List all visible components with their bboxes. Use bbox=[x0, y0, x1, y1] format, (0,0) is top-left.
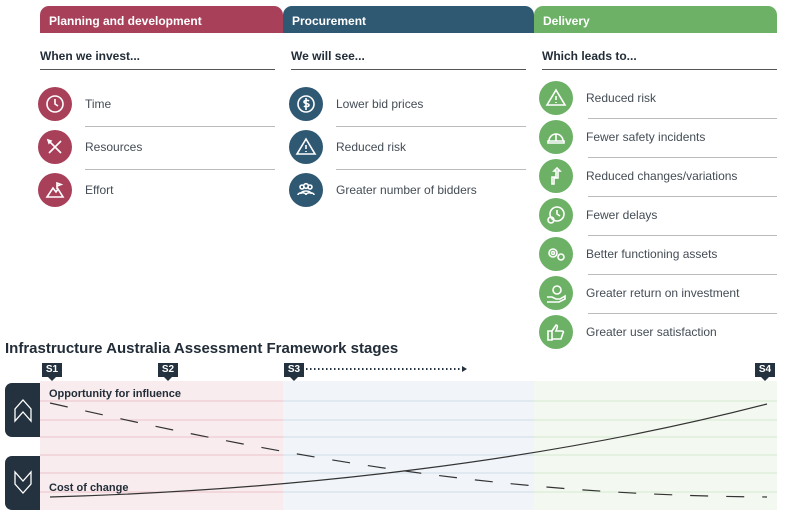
item-label: Reduced risk bbox=[336, 140, 407, 154]
sub-planning: When we invest... bbox=[40, 49, 275, 70]
mountain-flag-icon bbox=[38, 173, 72, 207]
header-delivery: Delivery bbox=[534, 6, 777, 33]
header-planning: Planning and development bbox=[40, 6, 283, 33]
item-label: Greater return on investment bbox=[586, 286, 740, 300]
people-icon bbox=[289, 173, 323, 207]
thumbs-up-icon bbox=[539, 315, 573, 349]
opportunity-tab bbox=[5, 383, 40, 437]
opportunity-curve bbox=[49, 402, 768, 498]
clock-icon bbox=[38, 87, 72, 121]
list-item: Resources bbox=[38, 127, 142, 167]
divider bbox=[85, 168, 275, 170]
item-label: Time bbox=[85, 97, 112, 111]
list-item: Better functioning assets bbox=[539, 234, 717, 274]
list-item: Effort bbox=[38, 170, 113, 210]
sub-delivery: Which leads to... bbox=[542, 49, 777, 70]
list-item: Time bbox=[38, 84, 111, 124]
list-item: Greater return on investment bbox=[539, 273, 739, 313]
stage-s4: S4 bbox=[755, 363, 775, 381]
chevron-down-icon bbox=[13, 470, 32, 494]
list-item: Greater user satisfaction bbox=[539, 312, 717, 352]
divider bbox=[588, 117, 777, 119]
item-label: Fewer delays bbox=[586, 208, 658, 222]
item-label: Lower bid prices bbox=[336, 97, 424, 111]
list-item: Reduced changes/variations bbox=[539, 156, 737, 196]
stage-s2: S2 bbox=[158, 363, 178, 381]
divider bbox=[588, 273, 777, 275]
sub-procurement: We will see... bbox=[291, 49, 526, 70]
divider bbox=[588, 156, 777, 158]
divider bbox=[588, 312, 777, 314]
divider bbox=[85, 125, 275, 127]
item-label: Resources bbox=[85, 140, 143, 154]
clock-alert-icon bbox=[539, 198, 573, 232]
chevron-up-icon bbox=[13, 399, 32, 423]
region-procurement bbox=[283, 381, 534, 510]
item-label: Better functioning assets bbox=[586, 247, 718, 261]
tools-icon bbox=[38, 130, 72, 164]
stage-s3: S3 bbox=[284, 363, 304, 381]
divider bbox=[336, 168, 526, 170]
stage-s1: S1 bbox=[42, 363, 62, 381]
cost-curve bbox=[49, 403, 768, 498]
item-label: Reduced changes/variations bbox=[586, 169, 738, 183]
item-label: Fewer safety incidents bbox=[586, 130, 706, 144]
item-label: Greater user satisfaction bbox=[586, 325, 717, 339]
list-item: Reduced risk bbox=[539, 78, 656, 118]
list-item: Reduced risk bbox=[289, 127, 406, 167]
framework-title: Infrastructure Australia Assessment Fram… bbox=[5, 340, 399, 357]
list-item: Greater number of bidders bbox=[289, 170, 477, 210]
money-hand-icon bbox=[539, 276, 573, 310]
dollar-icon bbox=[289, 87, 323, 121]
item-label: Greater number of bidders bbox=[336, 183, 477, 197]
header-procurement: Procurement bbox=[283, 6, 534, 33]
warning-icon bbox=[539, 81, 573, 115]
list-item: Fewer delays bbox=[539, 195, 657, 235]
hardhat-icon bbox=[539, 120, 573, 154]
warning-icon bbox=[289, 130, 323, 164]
gears-icon bbox=[539, 237, 573, 271]
opportunity-label: Opportunity for influence bbox=[49, 388, 181, 400]
divider bbox=[336, 125, 526, 127]
item-label: Effort bbox=[85, 183, 114, 197]
region-planning bbox=[40, 381, 283, 510]
divider bbox=[588, 234, 777, 236]
cost-label: Cost of change bbox=[49, 482, 129, 494]
cost-tab bbox=[5, 456, 40, 510]
divider bbox=[588, 195, 777, 197]
list-item: Lower bid prices bbox=[289, 84, 423, 124]
list-item: Fewer safety incidents bbox=[539, 117, 705, 157]
arrows-icon bbox=[539, 159, 573, 193]
item-label: Reduced risk bbox=[586, 91, 657, 105]
